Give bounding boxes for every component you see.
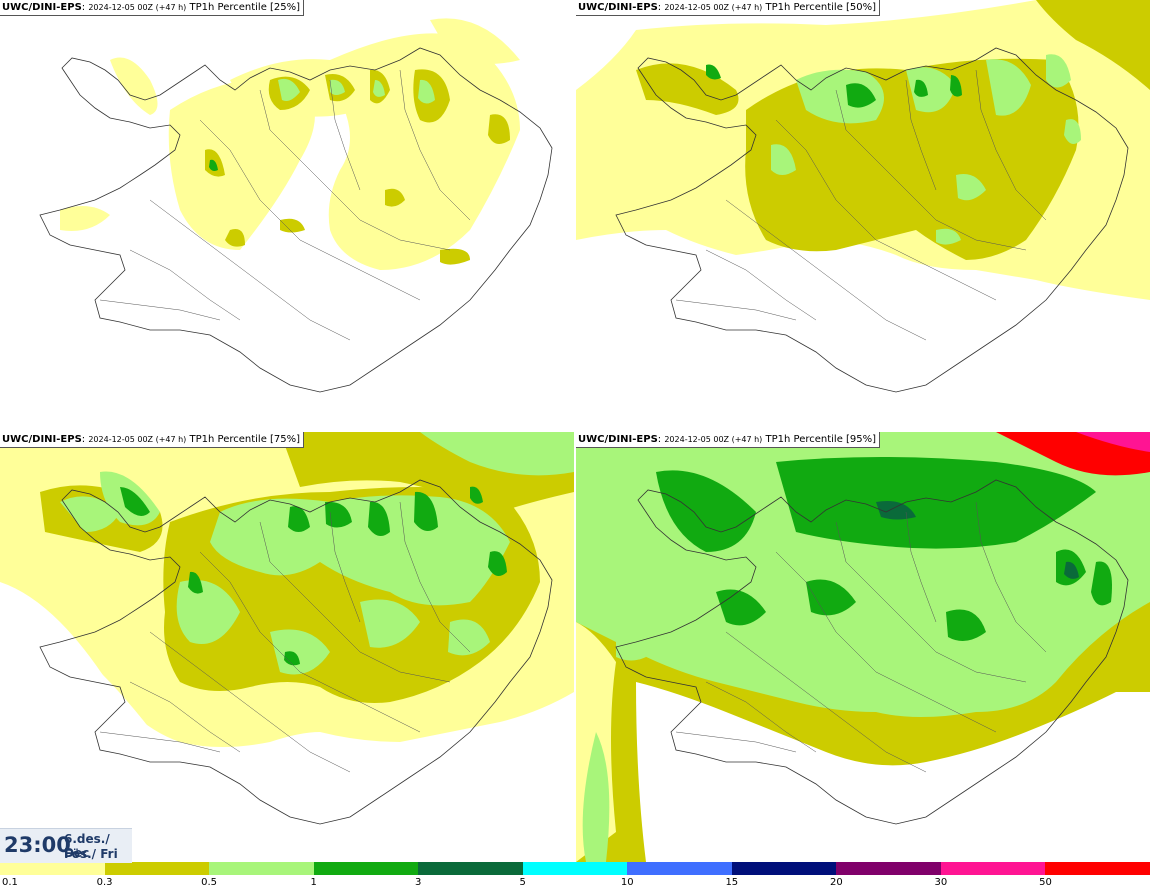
model-name: UWC/DINI-EPS — [2, 434, 82, 445]
precip-map-p95 — [576, 432, 1150, 862]
legend-label: 15 — [725, 877, 739, 888]
panel-divider-horizontal — [0, 430, 1150, 432]
legend-swatch — [0, 862, 105, 875]
run-info: 2024-12-05 00Z (+47 h) — [664, 3, 763, 12]
legend-swatch — [940, 862, 1046, 875]
legend-swatch — [627, 862, 732, 875]
product-name: TP1h Percentile [75%] — [189, 434, 301, 445]
precip-field — [576, 0, 1150, 300]
map-panel-p75: UWC/DINI-EPS: 2024-12-05 00Z (+47 h) TP1… — [0, 432, 574, 862]
product-name: TP1h Percentile [50%] — [765, 2, 877, 13]
legend-label: 20 — [829, 877, 843, 888]
color-legend: 0.1 0.3 0.5 1 3 5 10 15 20 30 50 — [0, 862, 1150, 891]
valid-date: 6.des./ Dec — [64, 832, 110, 860]
run-info: 2024-12-05 00Z (+47 h) — [664, 435, 763, 444]
valid-time: 23:00 — [4, 833, 71, 857]
run-info: 2024-12-05 00Z (+47 h) — [88, 435, 187, 444]
legend-swatch — [522, 862, 628, 875]
legend-label: 1 — [310, 877, 317, 888]
legend-label: 50 — [1039, 877, 1052, 888]
precip-field — [60, 18, 520, 271]
product-name: TP1h Percentile [25%] — [189, 2, 301, 13]
valid-time-box: 23:00 6.des./ Dec Fös./ Fri — [0, 828, 132, 863]
model-name: UWC/DINI-EPS — [578, 2, 658, 13]
model-name: UWC/DINI-EPS — [578, 434, 658, 445]
legend-swatch — [731, 862, 837, 875]
legend-swatch — [313, 862, 419, 875]
valid-day: Fös./ Fri — [64, 847, 118, 861]
precip-map-p50 — [576, 0, 1150, 393]
legend-label: 0.1 — [2, 877, 18, 888]
legend-label: 3 — [414, 877, 422, 888]
panel-title-p75: UWC/DINI-EPS: 2024-12-05 00Z (+47 h) TP1… — [0, 432, 305, 448]
legend-label: 30 — [934, 877, 948, 888]
map-panel-p50: UWC/DINI-EPS: 2024-12-05 00Z (+47 h) TP1… — [576, 0, 1150, 430]
map-panel-p95: UWC/DINI-EPS: 2024-12-05 00Z (+47 h) TP1… — [576, 432, 1150, 862]
legend-swatch — [209, 862, 314, 875]
precip-field — [0, 432, 574, 862]
legend-swatch — [1045, 862, 1150, 875]
legend-label: 5 — [519, 877, 526, 888]
legend-swatch — [104, 862, 210, 875]
product-name: TP1h Percentile [95%] — [765, 434, 877, 445]
panel-title-p50: UWC/DINI-EPS: 2024-12-05 00Z (+47 h) TP1… — [576, 0, 881, 16]
model-name: UWC/DINI-EPS — [2, 2, 82, 13]
panel-title-p25: UWC/DINI-EPS: 2024-12-05 00Z (+47 h) TP1… — [0, 0, 305, 16]
legend-swatch — [418, 862, 523, 875]
precip-map-p25 — [39, 18, 553, 393]
precip-field — [576, 432, 1150, 862]
legend-label: 0.5 — [201, 877, 218, 888]
run-info: 2024-12-05 00Z (+47 h) — [88, 3, 187, 12]
precip-map-p75 — [0, 432, 574, 862]
map-panel-p25: UWC/DINI-EPS: 2024-12-05 00Z (+47 h) TP1… — [0, 0, 574, 430]
legend-swatch — [836, 862, 941, 875]
legend-label: 10 — [620, 877, 634, 888]
panel-title-p95: UWC/DINI-EPS: 2024-12-05 00Z (+47 h) TP1… — [576, 432, 881, 448]
legend-color-bar — [0, 862, 1150, 875]
legend-label: 0.3 — [96, 877, 113, 888]
